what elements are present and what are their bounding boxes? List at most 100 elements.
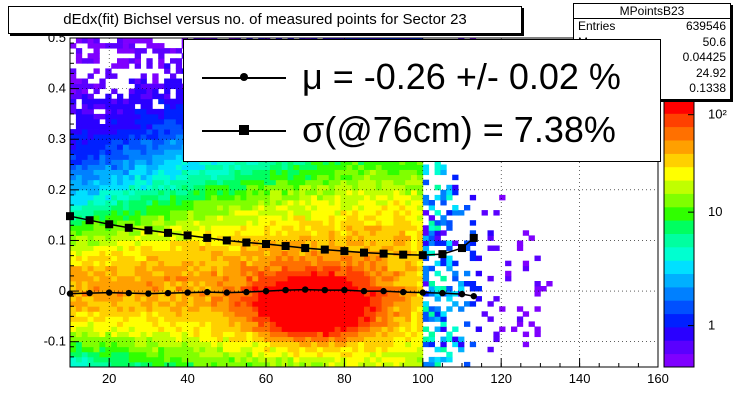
heatmap-cell <box>128 200 136 206</box>
heatmap-cell <box>405 291 412 297</box>
heatmap-cell <box>246 220 253 226</box>
heatmap-cell <box>170 205 177 211</box>
heatmap-cell <box>111 215 118 221</box>
heatmap-cell <box>211 184 218 191</box>
heatmap-cell <box>469 301 477 307</box>
heatmap-cell <box>217 296 224 302</box>
heatmap-cell <box>146 301 153 307</box>
heatmap-cell <box>293 281 300 287</box>
heatmap-cell <box>399 356 406 363</box>
heatmap-cell <box>287 296 294 302</box>
heatmap-cell <box>381 235 388 241</box>
heatmap-cell <box>428 341 435 348</box>
heatmap-cell <box>111 230 118 236</box>
heatmap-cell <box>305 194 312 201</box>
heatmap-cell <box>369 311 377 317</box>
heatmap-cell <box>281 159 288 165</box>
data-point-square <box>320 245 329 254</box>
x-tick-label: 60 <box>259 371 273 386</box>
heatmap-cell <box>158 159 165 165</box>
y-tick-label: 0.1 <box>48 232 66 247</box>
heatmap-cell <box>340 291 347 297</box>
heatmap-cell <box>75 154 83 160</box>
heatmap-cell <box>164 351 171 358</box>
heatmap-cell <box>317 225 324 231</box>
heatmap-cell <box>269 210 277 216</box>
heatmap-cell <box>287 341 294 348</box>
heatmap-cell <box>111 351 118 358</box>
heatmap-cell <box>399 220 406 226</box>
heatmap-cell <box>152 93 159 100</box>
heatmap-cell <box>369 159 377 165</box>
heatmap-cell <box>381 215 388 221</box>
heatmap-cell <box>446 210 453 216</box>
heatmap-cell <box>117 291 124 297</box>
heatmap-cell <box>211 341 218 348</box>
heatmap-cell <box>240 351 247 358</box>
heatmap-cell <box>70 78 77 84</box>
heatmap-cell <box>287 291 294 297</box>
series-line <box>69 215 475 256</box>
heatmap-cell <box>358 265 365 272</box>
heatmap-cell <box>175 306 183 312</box>
heatmap-cell <box>287 174 294 181</box>
heatmap-cell <box>416 260 424 267</box>
heatmap-cell <box>322 235 330 241</box>
heatmap-cell <box>340 270 347 277</box>
heatmap-cell <box>358 306 365 312</box>
heatmap-cell <box>134 78 141 84</box>
heatmap-cell <box>175 119 183 125</box>
heatmap-cell <box>134 48 141 54</box>
heatmap-cell <box>146 58 153 64</box>
heatmap-cell <box>158 346 165 353</box>
heatmap-cell <box>411 260 418 267</box>
heatmap-cell <box>140 245 147 251</box>
heatmap-cell <box>187 270 194 277</box>
heatmap-cell <box>264 250 271 257</box>
heatmap-cell <box>75 321 83 327</box>
heatmap-cell <box>322 275 330 282</box>
heatmap-cell <box>240 270 247 277</box>
heatmap-cell <box>246 336 253 343</box>
heatmap-cell <box>140 361 147 368</box>
heatmap-cell <box>99 230 106 236</box>
heatmap-cell <box>158 225 165 231</box>
heatmap-cell <box>152 174 159 181</box>
y-tick-label: 0 <box>59 283 66 298</box>
heatmap-cell <box>93 119 100 125</box>
heatmap-cell <box>393 255 400 262</box>
heatmap-cell <box>322 351 330 358</box>
heatmap-cell <box>234 281 241 287</box>
heatmap-cell <box>164 149 171 155</box>
heatmap-cell <box>434 169 441 176</box>
heatmap-cell <box>140 301 147 307</box>
heatmap-cell <box>275 179 283 186</box>
heatmap-cell <box>493 245 500 251</box>
heatmap-cell <box>352 184 359 191</box>
x-tick-label: 20 <box>102 371 116 386</box>
heatmap-cell <box>340 205 347 211</box>
heatmap-cell <box>405 296 412 302</box>
heatmap-cell <box>299 189 306 196</box>
heatmap-cell <box>117 286 124 292</box>
heatmap-cell <box>99 194 106 201</box>
heatmap-cell <box>469 281 477 287</box>
heatmap-cell <box>187 225 194 231</box>
heatmap-cell <box>146 306 153 312</box>
heatmap-cell <box>70 245 77 251</box>
heatmap-cell <box>205 174 212 181</box>
heatmap-cell <box>452 326 459 332</box>
heatmap-cell <box>375 286 383 292</box>
heatmap-cell <box>152 270 159 277</box>
heatmap-cell <box>340 164 347 170</box>
heatmap-cell <box>411 245 418 251</box>
heatmap-cell <box>328 286 335 292</box>
heatmap-cell <box>193 331 200 338</box>
heatmap-cell <box>199 159 206 165</box>
heatmap-cell <box>75 346 83 353</box>
heatmap-cell <box>117 169 124 176</box>
heatmap-cell <box>117 38 124 44</box>
heatmap-cell <box>228 326 236 332</box>
heatmap-cell <box>411 361 418 368</box>
heatmap-cell <box>205 210 212 216</box>
